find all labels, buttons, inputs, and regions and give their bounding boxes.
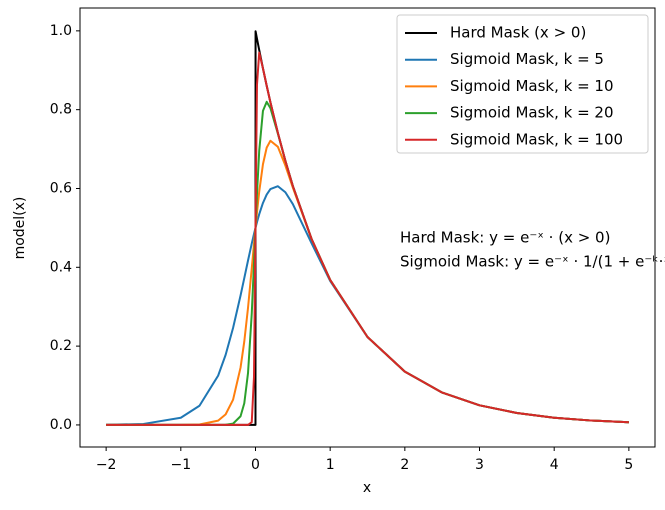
- x-tick-label: 3: [475, 457, 484, 473]
- x-tick-label: 4: [550, 457, 559, 473]
- x-axis-label: x: [363, 480, 371, 496]
- legend-label: Sigmoid Mask, k = 5: [450, 50, 604, 68]
- legend-label: Hard Mask (x > 0): [450, 24, 586, 42]
- line-series: [106, 185, 629, 426]
- line-series: [106, 139, 629, 426]
- y-axis-label: model(x): [12, 197, 28, 260]
- x-tick-label: −1: [170, 457, 191, 473]
- legend-box: [396, 14, 649, 154]
- x-tick-label: 5: [624, 457, 633, 473]
- x-tick-label: 2: [400, 457, 409, 473]
- x-tick-label: 1: [326, 457, 335, 473]
- y-tick-label: 0.6: [50, 180, 72, 196]
- annotation: Hard Mask: y = e⁻ˣ · (x > 0): [400, 229, 610, 247]
- legend-label: Sigmoid Mask, k = 20: [450, 104, 614, 122]
- y-tick-label: 0.0: [50, 417, 72, 433]
- y-tick-label: 0.2: [50, 338, 72, 354]
- y-tick-label: 0.4: [50, 259, 72, 275]
- y-tick-label: 0.8: [50, 102, 72, 118]
- plot-frame: [79, 7, 656, 448]
- annotation: Sigmoid Mask: y = e⁻ˣ · 1/(1 + e⁻ᵏ·ˣ): [400, 253, 665, 271]
- line-series: [106, 51, 629, 426]
- x-tick-label: −2: [96, 457, 117, 473]
- legend-label: Sigmoid Mask, k = 100: [450, 130, 623, 148]
- y-tick-label: 1.0: [50, 23, 72, 39]
- legend-label: Sigmoid Mask, k = 10: [450, 77, 614, 95]
- x-tick-label: 0: [251, 457, 260, 473]
